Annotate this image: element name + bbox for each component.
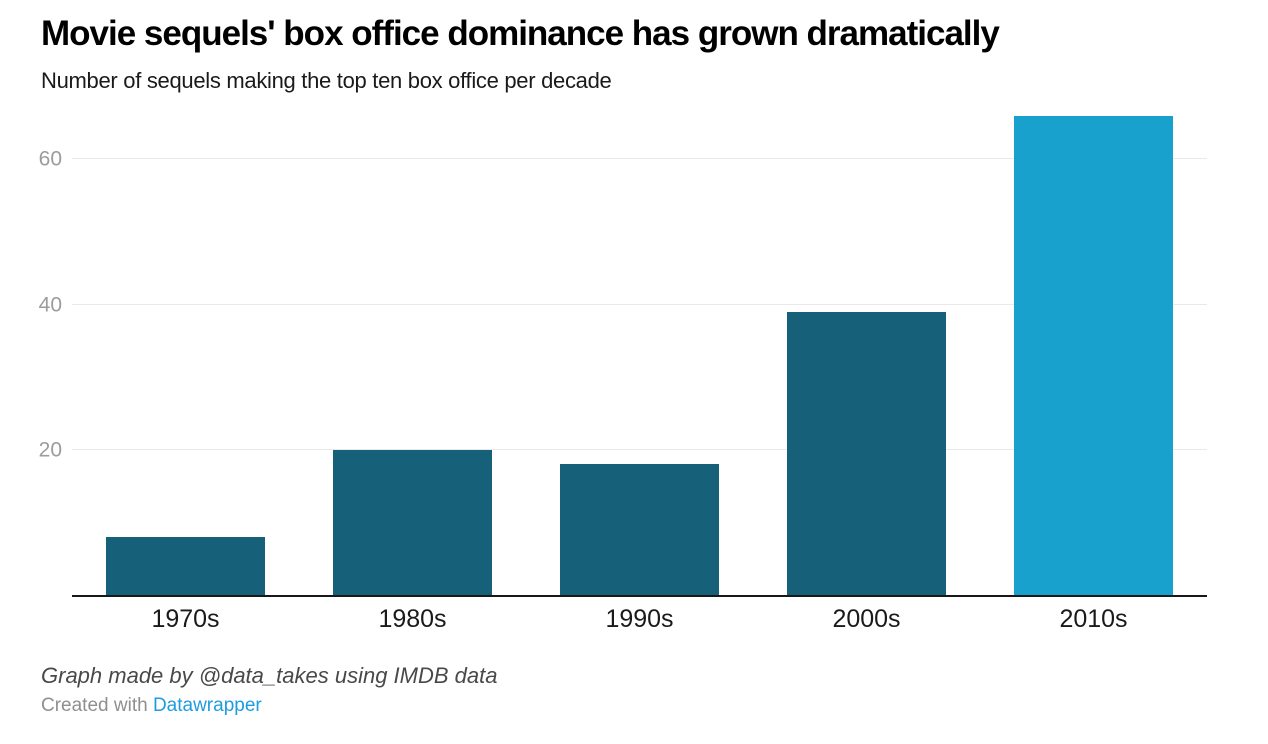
y-gridline-60 — [72, 158, 1207, 160]
y-tick-label-60: 60 — [38, 147, 62, 171]
bar-1970s — [106, 536, 265, 595]
x-axis-label-2000s: 2000s — [832, 605, 901, 633]
x-axis-labels: 1970s 1980s 1990s 2000s 2010s — [72, 606, 1207, 632]
x-axis-label-1970s: 1970s — [151, 605, 220, 633]
chart-container: Movie sequels' box office dominance has … — [0, 14, 1268, 744]
gridlines-layer: 20 40 60 — [39, 105, 1207, 595]
bar-1980s — [333, 449, 492, 595]
y-tick-label-20: 20 — [38, 438, 62, 462]
y-tick-label-40: 40 — [38, 293, 62, 317]
chart-subtitle: Number of sequels making the top ten box… — [41, 68, 612, 93]
bar-2000s — [787, 311, 946, 595]
bar-slot-2010s — [980, 105, 1207, 595]
x-axis-label-1990s: 1990s — [605, 605, 674, 633]
bars-layer — [72, 105, 1207, 595]
chart-footer: Graph made by @data_takes using IMDB dat… — [41, 664, 1227, 717]
x-axis-label-2010s: 2010s — [1059, 605, 1128, 633]
x-axis-label-1980s: 1980s — [378, 605, 447, 633]
plot-area: 20 40 60 — [39, 105, 1207, 597]
bar-slot-2000s — [753, 105, 980, 595]
bar-slot-1990s — [526, 105, 753, 595]
bar-2010s — [1014, 115, 1173, 595]
footer-attribution: Created with Datawrapper — [41, 695, 1227, 717]
created-with-label: Created with — [41, 695, 153, 716]
y-gridline-20 — [72, 448, 1207, 450]
footer-byline: Graph made by @data_takes using IMDB dat… — [41, 663, 498, 688]
datawrapper-link[interactable]: Datawrapper — [152, 695, 262, 716]
chart-title: Movie sequels' box office dominance has … — [41, 14, 1000, 53]
bar-1990s — [560, 464, 719, 595]
bar-slot-1980s — [299, 105, 526, 595]
y-gridline-40 — [72, 303, 1207, 305]
bar-slot-1970s — [72, 105, 299, 595]
